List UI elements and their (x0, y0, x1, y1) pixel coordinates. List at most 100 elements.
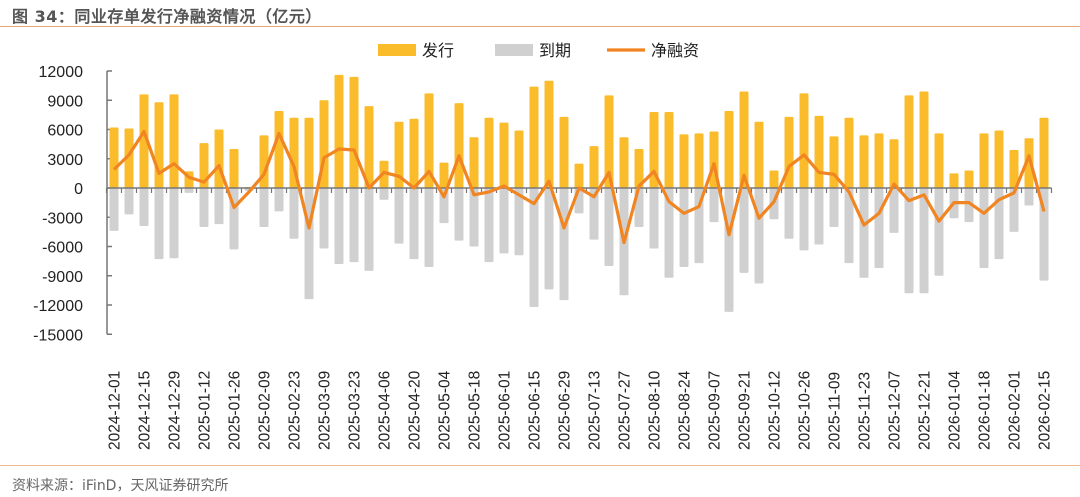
bar-issue (619, 137, 629, 188)
bar-issue (874, 133, 884, 188)
x-tick-label: 2025-06-01 (497, 371, 514, 450)
bar-maturity (829, 188, 839, 227)
bar-issue (424, 93, 434, 188)
bar-maturity (499, 188, 509, 254)
bar-maturity (259, 188, 269, 227)
title-divider (0, 26, 1080, 27)
bar-maturity (754, 188, 764, 284)
bar-issue (949, 173, 959, 188)
bar-issue (394, 121, 404, 188)
bar-issue (454, 103, 464, 188)
x-tick-label: 2026-01-04 (947, 370, 964, 450)
bar-issue (799, 93, 809, 188)
bar-maturity (679, 188, 689, 267)
bar-issue (634, 149, 644, 188)
bar-issue (574, 163, 584, 188)
x-tick-label: 2025-09-07 (707, 371, 724, 450)
bar-issue (304, 117, 314, 188)
bar-maturity (784, 188, 794, 239)
x-tick-label: 2026-02-15 (1037, 371, 1054, 450)
bar-issue (169, 94, 179, 188)
bar-issue (124, 128, 134, 188)
x-tick-label: 2025-11-09 (827, 372, 844, 450)
bar-maturity (184, 188, 194, 193)
x-tick-label: 2025-03-23 (347, 371, 364, 450)
chart: 12000 9000 6000 3000 0 -3000 -6000 -9000 -12000 -… (33, 41, 1054, 450)
bar-issue (529, 86, 539, 188)
bar-issue (274, 110, 284, 188)
bar-maturity (889, 188, 899, 233)
bar-maturity (124, 188, 134, 215)
bar-maturity (289, 188, 299, 239)
y-tick-label: 6000 (47, 123, 83, 140)
y-tick-label: -12000 (33, 298, 83, 315)
bar-issue (859, 135, 869, 188)
source-divider (0, 465, 1080, 466)
bar-maturity (739, 188, 749, 273)
bar-maturity (994, 188, 1004, 260)
bar-maturity (1009, 188, 1019, 232)
bar-maturity (334, 188, 344, 265)
bar-issue (154, 102, 164, 188)
bar-issue (109, 127, 119, 188)
legend-swatch-maturity (495, 44, 533, 56)
bar-issue (349, 76, 359, 188)
bar-issue (994, 130, 1004, 188)
legend-swatch-issue (378, 44, 416, 56)
bar-issue (844, 117, 854, 188)
bar-maturity (979, 188, 989, 268)
y-tick-label: 3000 (47, 152, 83, 169)
bar-maturity (649, 188, 659, 249)
bar-maturity (424, 188, 434, 267)
legend-label: 净融资 (651, 41, 699, 60)
chart-title: 图 34：同业存单发行净融资情况（亿元） (12, 7, 322, 26)
bar-maturity (1024, 188, 1034, 206)
bar-maturity (154, 188, 164, 260)
bar-maturity (664, 188, 674, 278)
legend-label: 发行 (422, 41, 454, 60)
bar-issue (649, 111, 659, 188)
bar-issue (739, 91, 749, 188)
bar-issue (214, 129, 224, 188)
bar-maturity (814, 188, 824, 245)
x-tick-label: 2025-10-26 (797, 371, 814, 450)
bar-issue (559, 116, 569, 188)
y-tick-label: -3000 (42, 210, 83, 227)
bar-maturity (109, 188, 119, 231)
x-tick-label: 2024-12-15 (137, 371, 154, 450)
x-tick-label: 2025-01-12 (197, 371, 214, 450)
y-tick-label: -9000 (42, 269, 83, 286)
bar-maturity (274, 188, 284, 212)
bar-issue (934, 133, 944, 188)
bar-issue (694, 133, 704, 188)
x-tick-label: 2025-04-20 (407, 370, 424, 450)
bar-maturity (934, 188, 944, 276)
bar-issue (469, 137, 479, 188)
bar-issue (1039, 117, 1049, 188)
bar-issue (139, 94, 149, 188)
bar-issue (814, 115, 824, 188)
x-tick-label: 2025-08-24 (677, 370, 694, 450)
bar-issue (904, 95, 914, 188)
x-tick-label: 2026-02-01 (1007, 371, 1024, 450)
bar-issue (754, 121, 764, 188)
bar-issue (1024, 138, 1034, 188)
bar-issue (514, 130, 524, 188)
y-tick-label: -15000 (33, 327, 83, 344)
bar-issue (604, 95, 614, 188)
bar-maturity (514, 188, 524, 256)
bar-maturity (304, 188, 314, 300)
bar-maturity (529, 188, 539, 307)
x-tick-label: 2025-10-12 (767, 371, 784, 450)
bar-issue (589, 146, 599, 188)
bar-issue (919, 91, 929, 188)
bar-maturity (589, 188, 599, 240)
x-tick-label: 2026-01-18 (977, 371, 994, 450)
x-tick-label: 2025-05-18 (467, 371, 484, 450)
x-tick-label: 2025-12-21 (917, 371, 934, 450)
bar-maturity (319, 188, 329, 249)
bar-issue (724, 110, 734, 188)
bar-maturity (469, 188, 479, 247)
x-tick-label: 2025-03-09 (317, 371, 334, 450)
x-tick-label: 2025-12-07 (887, 371, 904, 450)
